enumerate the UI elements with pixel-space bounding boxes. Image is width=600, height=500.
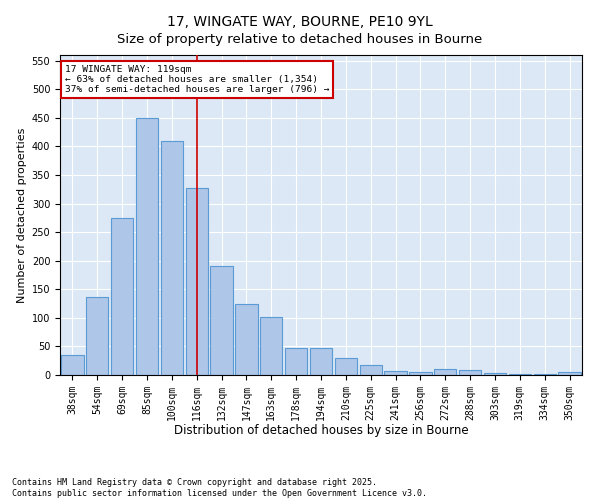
Bar bbox=[61, 355, 83, 375]
Bar bbox=[459, 370, 481, 375]
Bar bbox=[409, 372, 431, 375]
Bar bbox=[235, 304, 257, 375]
Bar bbox=[111, 218, 133, 375]
Bar bbox=[385, 371, 407, 375]
Bar bbox=[161, 140, 183, 375]
Bar bbox=[434, 370, 457, 375]
Bar bbox=[136, 118, 158, 375]
Text: 17 WINGATE WAY: 119sqm
← 63% of detached houses are smaller (1,354)
37% of semi-: 17 WINGATE WAY: 119sqm ← 63% of detached… bbox=[65, 64, 330, 94]
X-axis label: Distribution of detached houses by size in Bourne: Distribution of detached houses by size … bbox=[173, 424, 469, 437]
Y-axis label: Number of detached properties: Number of detached properties bbox=[17, 128, 28, 302]
Bar bbox=[533, 374, 556, 375]
Bar bbox=[509, 374, 531, 375]
Bar bbox=[260, 318, 283, 375]
Text: Size of property relative to detached houses in Bourne: Size of property relative to detached ho… bbox=[118, 32, 482, 46]
Bar bbox=[185, 188, 208, 375]
Text: 17, WINGATE WAY, BOURNE, PE10 9YL: 17, WINGATE WAY, BOURNE, PE10 9YL bbox=[167, 15, 433, 29]
Bar bbox=[86, 296, 109, 375]
Bar bbox=[359, 364, 382, 375]
Bar bbox=[310, 348, 332, 375]
Bar bbox=[285, 348, 307, 375]
Bar bbox=[335, 358, 357, 375]
Bar bbox=[211, 266, 233, 375]
Bar bbox=[484, 374, 506, 375]
Text: Contains HM Land Registry data © Crown copyright and database right 2025.
Contai: Contains HM Land Registry data © Crown c… bbox=[12, 478, 427, 498]
Bar bbox=[559, 372, 581, 375]
